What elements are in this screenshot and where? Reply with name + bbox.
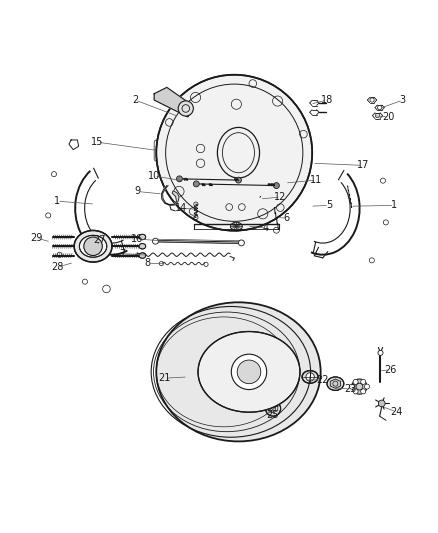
Circle shape bbox=[364, 384, 369, 389]
Circle shape bbox=[380, 178, 385, 183]
FancyBboxPatch shape bbox=[278, 134, 290, 150]
Circle shape bbox=[305, 373, 314, 381]
Circle shape bbox=[265, 401, 280, 416]
Circle shape bbox=[231, 354, 266, 390]
Text: 26: 26 bbox=[383, 365, 396, 375]
Circle shape bbox=[51, 172, 57, 176]
Ellipse shape bbox=[74, 230, 112, 262]
Circle shape bbox=[377, 350, 382, 356]
FancyBboxPatch shape bbox=[218, 90, 247, 118]
Text: 25: 25 bbox=[265, 410, 278, 420]
Text: 16: 16 bbox=[131, 234, 143, 244]
Text: 17: 17 bbox=[356, 160, 368, 171]
Polygon shape bbox=[329, 379, 340, 389]
Ellipse shape bbox=[301, 370, 318, 383]
Circle shape bbox=[193, 181, 199, 187]
Text: 23: 23 bbox=[343, 384, 356, 394]
Text: 15: 15 bbox=[91, 137, 103, 147]
Circle shape bbox=[360, 379, 365, 384]
Text: 8: 8 bbox=[145, 258, 151, 268]
Circle shape bbox=[368, 258, 374, 263]
Circle shape bbox=[349, 384, 353, 389]
Text: 7: 7 bbox=[119, 249, 125, 259]
Circle shape bbox=[156, 75, 311, 231]
Polygon shape bbox=[154, 87, 192, 117]
Circle shape bbox=[178, 101, 193, 116]
Circle shape bbox=[352, 389, 357, 394]
Ellipse shape bbox=[79, 235, 106, 257]
Text: 5: 5 bbox=[325, 200, 332, 211]
Text: 10: 10 bbox=[148, 171, 160, 181]
Ellipse shape bbox=[156, 302, 320, 441]
Text: 1: 1 bbox=[390, 200, 396, 211]
Ellipse shape bbox=[198, 332, 299, 412]
Ellipse shape bbox=[326, 377, 343, 390]
Circle shape bbox=[273, 183, 279, 189]
Circle shape bbox=[46, 213, 51, 218]
Circle shape bbox=[57, 252, 62, 257]
Text: 14: 14 bbox=[175, 204, 187, 213]
Text: 1: 1 bbox=[54, 196, 60, 206]
Circle shape bbox=[84, 237, 102, 255]
Text: 4: 4 bbox=[262, 223, 268, 233]
FancyBboxPatch shape bbox=[278, 151, 290, 165]
Circle shape bbox=[237, 360, 260, 384]
Text: 21: 21 bbox=[158, 373, 170, 383]
Text: 2: 2 bbox=[132, 95, 138, 105]
Text: 22: 22 bbox=[316, 375, 328, 385]
Ellipse shape bbox=[139, 244, 145, 249]
Circle shape bbox=[378, 400, 384, 407]
Circle shape bbox=[152, 238, 158, 244]
Circle shape bbox=[176, 176, 182, 182]
Circle shape bbox=[238, 240, 244, 246]
Ellipse shape bbox=[139, 253, 145, 259]
FancyBboxPatch shape bbox=[154, 140, 169, 161]
Circle shape bbox=[235, 177, 241, 183]
Text: 20: 20 bbox=[381, 112, 393, 122]
Circle shape bbox=[82, 279, 87, 284]
Text: 3: 3 bbox=[399, 95, 405, 105]
Text: 27: 27 bbox=[93, 236, 106, 245]
Circle shape bbox=[351, 379, 366, 394]
FancyBboxPatch shape bbox=[219, 201, 246, 213]
Text: 28: 28 bbox=[51, 262, 63, 272]
Text: 9: 9 bbox=[134, 187, 140, 197]
Circle shape bbox=[382, 220, 388, 225]
Circle shape bbox=[352, 379, 357, 384]
Polygon shape bbox=[161, 185, 179, 205]
Text: 29: 29 bbox=[30, 233, 42, 243]
Text: 11: 11 bbox=[310, 175, 322, 185]
Text: 18: 18 bbox=[320, 95, 332, 105]
Text: 24: 24 bbox=[389, 407, 402, 417]
Text: 12: 12 bbox=[274, 192, 286, 202]
Ellipse shape bbox=[139, 235, 145, 240]
Circle shape bbox=[360, 389, 365, 394]
Text: 6: 6 bbox=[283, 213, 290, 223]
